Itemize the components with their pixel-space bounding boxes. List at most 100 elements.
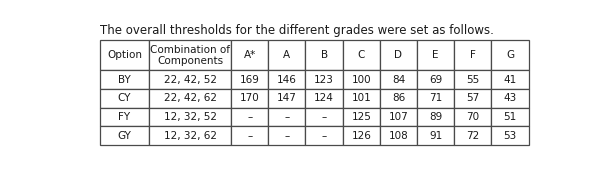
Bar (231, 127, 268, 145)
Text: 169: 169 (240, 75, 259, 85)
Bar (417, 70, 454, 89)
Bar (100, 89, 149, 108)
Text: –: – (247, 131, 252, 141)
Text: –: – (284, 131, 290, 141)
Text: B: B (321, 50, 328, 60)
Text: GY: GY (118, 131, 131, 141)
Bar (100, 70, 149, 89)
Bar (305, 40, 343, 70)
Bar (343, 108, 380, 127)
Bar (268, 127, 305, 145)
Bar (343, 89, 380, 108)
Bar (305, 108, 343, 127)
Bar (380, 89, 417, 108)
Bar (417, 89, 454, 108)
Bar (149, 40, 231, 70)
Text: 123: 123 (314, 75, 334, 85)
Bar (454, 89, 491, 108)
Bar (100, 127, 149, 145)
Bar (454, 127, 491, 145)
Bar (380, 108, 417, 127)
Text: 12, 32, 62: 12, 32, 62 (164, 131, 217, 141)
Bar (231, 108, 268, 127)
Text: 43: 43 (503, 93, 516, 103)
Text: 125: 125 (351, 112, 371, 122)
Text: 70: 70 (466, 112, 480, 122)
Text: –: – (321, 131, 327, 141)
Text: 107: 107 (389, 112, 408, 122)
Bar (149, 70, 231, 89)
Text: G: G (506, 50, 514, 60)
Text: A*: A* (243, 50, 256, 60)
Text: 100: 100 (352, 75, 371, 85)
Bar (380, 127, 417, 145)
Bar (454, 70, 491, 89)
Text: Option: Option (107, 50, 142, 60)
Text: 101: 101 (352, 93, 371, 103)
Text: 51: 51 (503, 112, 516, 122)
Text: 124: 124 (314, 93, 334, 103)
Bar (343, 127, 380, 145)
Bar (231, 40, 268, 70)
Text: 22, 42, 52: 22, 42, 52 (164, 75, 217, 85)
Bar (305, 127, 343, 145)
Text: CY: CY (118, 93, 131, 103)
Bar (454, 40, 491, 70)
Text: F: F (470, 50, 476, 60)
Text: Combination of
Components: Combination of Components (150, 45, 230, 66)
Bar (231, 89, 268, 108)
Text: –: – (321, 112, 327, 122)
Bar (100, 40, 149, 70)
Text: 71: 71 (429, 93, 442, 103)
Bar (268, 89, 305, 108)
Bar (149, 127, 231, 145)
Bar (417, 127, 454, 145)
Bar (305, 89, 343, 108)
Text: 22, 42, 62: 22, 42, 62 (164, 93, 217, 103)
Text: –: – (247, 112, 252, 122)
Bar (343, 40, 380, 70)
Text: 108: 108 (389, 131, 408, 141)
Text: FY: FY (118, 112, 130, 122)
Bar (268, 70, 305, 89)
Bar (417, 40, 454, 70)
Bar (380, 70, 417, 89)
Text: 69: 69 (429, 75, 442, 85)
Text: 41: 41 (503, 75, 516, 85)
Text: BY: BY (118, 75, 131, 85)
Bar (491, 108, 528, 127)
Text: 72: 72 (466, 131, 480, 141)
Text: 55: 55 (466, 75, 480, 85)
Bar (454, 108, 491, 127)
Text: 146: 146 (277, 75, 297, 85)
Text: 91: 91 (429, 131, 442, 141)
Text: 12, 32, 52: 12, 32, 52 (164, 112, 217, 122)
Bar (380, 40, 417, 70)
Text: 170: 170 (240, 93, 259, 103)
Bar (417, 108, 454, 127)
Bar (149, 89, 231, 108)
Text: E: E (433, 50, 439, 60)
Bar (491, 40, 528, 70)
Text: A: A (283, 50, 290, 60)
Bar (491, 70, 528, 89)
Text: 84: 84 (392, 75, 405, 85)
Text: 57: 57 (466, 93, 480, 103)
Text: The overall thresholds for the different grades were set as follows.: The overall thresholds for the different… (100, 23, 494, 37)
Text: 89: 89 (429, 112, 442, 122)
Bar (491, 89, 528, 108)
Text: C: C (358, 50, 365, 60)
Text: 147: 147 (277, 93, 297, 103)
Text: 126: 126 (351, 131, 371, 141)
Bar (343, 70, 380, 89)
Bar (491, 127, 528, 145)
Bar (305, 70, 343, 89)
Bar (268, 108, 305, 127)
Text: D: D (394, 50, 402, 60)
Bar (149, 108, 231, 127)
Bar (100, 108, 149, 127)
Bar (268, 40, 305, 70)
Bar (231, 70, 268, 89)
Text: 86: 86 (392, 93, 405, 103)
Text: 53: 53 (503, 131, 516, 141)
